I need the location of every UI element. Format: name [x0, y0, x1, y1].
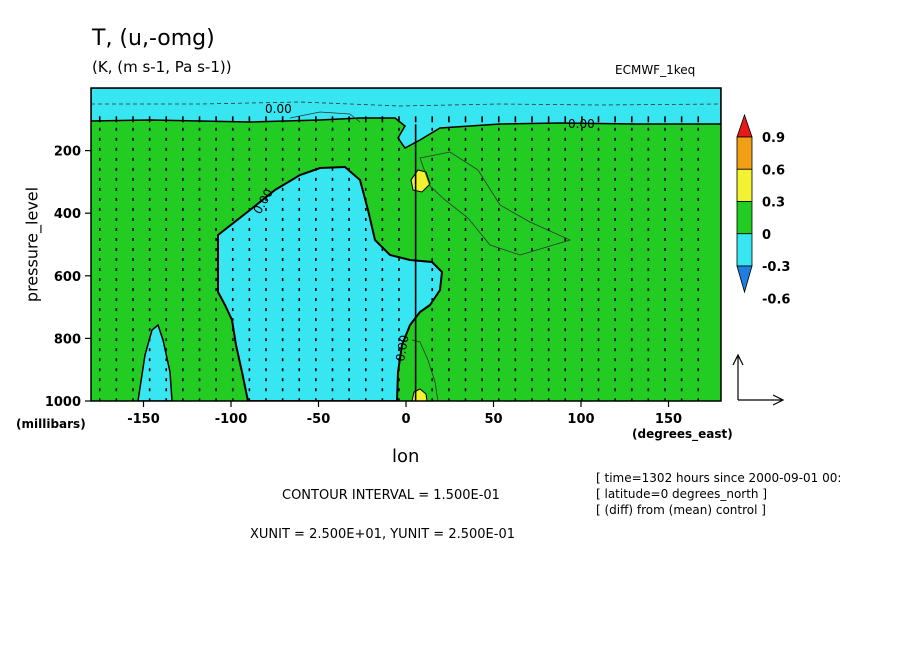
colorbar-swatch: [736, 113, 753, 138]
y-axis-ticks: 200 400 600 800 1000: [45, 145, 91, 410]
x-tick-label: 150: [655, 412, 682, 427]
contour-interval-text: CONTOUR INTERVAL = 1.500E-01: [282, 488, 500, 503]
colorbar-swatch: [736, 201, 753, 235]
y-axis-units: (millibars): [16, 417, 86, 431]
x-tick-label: 100: [567, 412, 594, 427]
reference-vector: [732, 353, 785, 406]
thin-contour-3: [91, 101, 721, 107]
colorbar: 0.9 0.6 0.3 0 -0.3 -0.6: [736, 113, 790, 307]
info-diff: [ (diff) from (mean) control ]: [596, 503, 766, 517]
colorbar-swatch: [736, 233, 753, 267]
vector-units-text: XUNIT = 2.500E+01, YUNIT = 2.500E-01: [250, 527, 515, 542]
x-tick-label: -150: [127, 412, 160, 427]
thin-contour-4: [289, 111, 361, 123]
colorbar-label: 0.3: [762, 196, 785, 211]
info-latitude: [ latitude=0 degrees_north ]: [596, 487, 768, 501]
y-tick-label: 200: [54, 145, 81, 160]
colorbar-label: -0.6: [762, 292, 790, 307]
dataset-label: ECMWF_1keq: [615, 63, 696, 77]
vector-field: [98, 116, 700, 401]
y-axis-label: pressure_level: [22, 186, 42, 303]
contour-label: 0.00: [393, 334, 411, 363]
colorbar-label: 0: [762, 228, 771, 243]
info-time: [ time=1302 hours since 2000-09-01 00:: [596, 471, 842, 485]
thin-contour-2: [411, 339, 439, 401]
x-tick-label: -50: [307, 412, 331, 427]
colorbar-label: 0.6: [762, 163, 785, 178]
y-tick-label: 600: [54, 270, 81, 285]
region-mid-negative: [217, 165, 444, 401]
colorbar-swatch: [736, 168, 753, 202]
chart-subtitle: (K, (m s-1, Pa s-1)): [92, 58, 232, 76]
region-lower-left-negative: [137, 323, 173, 401]
y-tick-label: 800: [54, 332, 81, 347]
colorbar-label: 0.9: [762, 131, 785, 146]
chart-fill-regions: [91, 88, 721, 401]
x-tick-label: 50: [484, 412, 502, 427]
x-axis-ticks: -150 -100 -50 0 50 100 150: [127, 401, 682, 427]
contour-label: 0.00: [568, 117, 595, 131]
chart-title: T, (u,-omg): [92, 26, 215, 51]
y-tick-label: 400: [54, 207, 81, 222]
colorbar-swatch: [736, 265, 753, 294]
colorbar-swatch: [736, 136, 753, 170]
contour-labels: 0.00 0.00 0.00 0.00: [250, 102, 594, 363]
colorbar-label: -0.3: [762, 260, 790, 275]
y-tick-label: 1000: [45, 395, 81, 410]
thin-contour-1: [419, 151, 572, 256]
contour-label: 0.00: [265, 102, 292, 116]
x-tick-label: 0: [401, 412, 410, 427]
x-tick-label: -100: [215, 412, 248, 427]
x-axis-units: (degrees_east): [632, 427, 733, 441]
x-axis-label: lon: [392, 446, 420, 467]
